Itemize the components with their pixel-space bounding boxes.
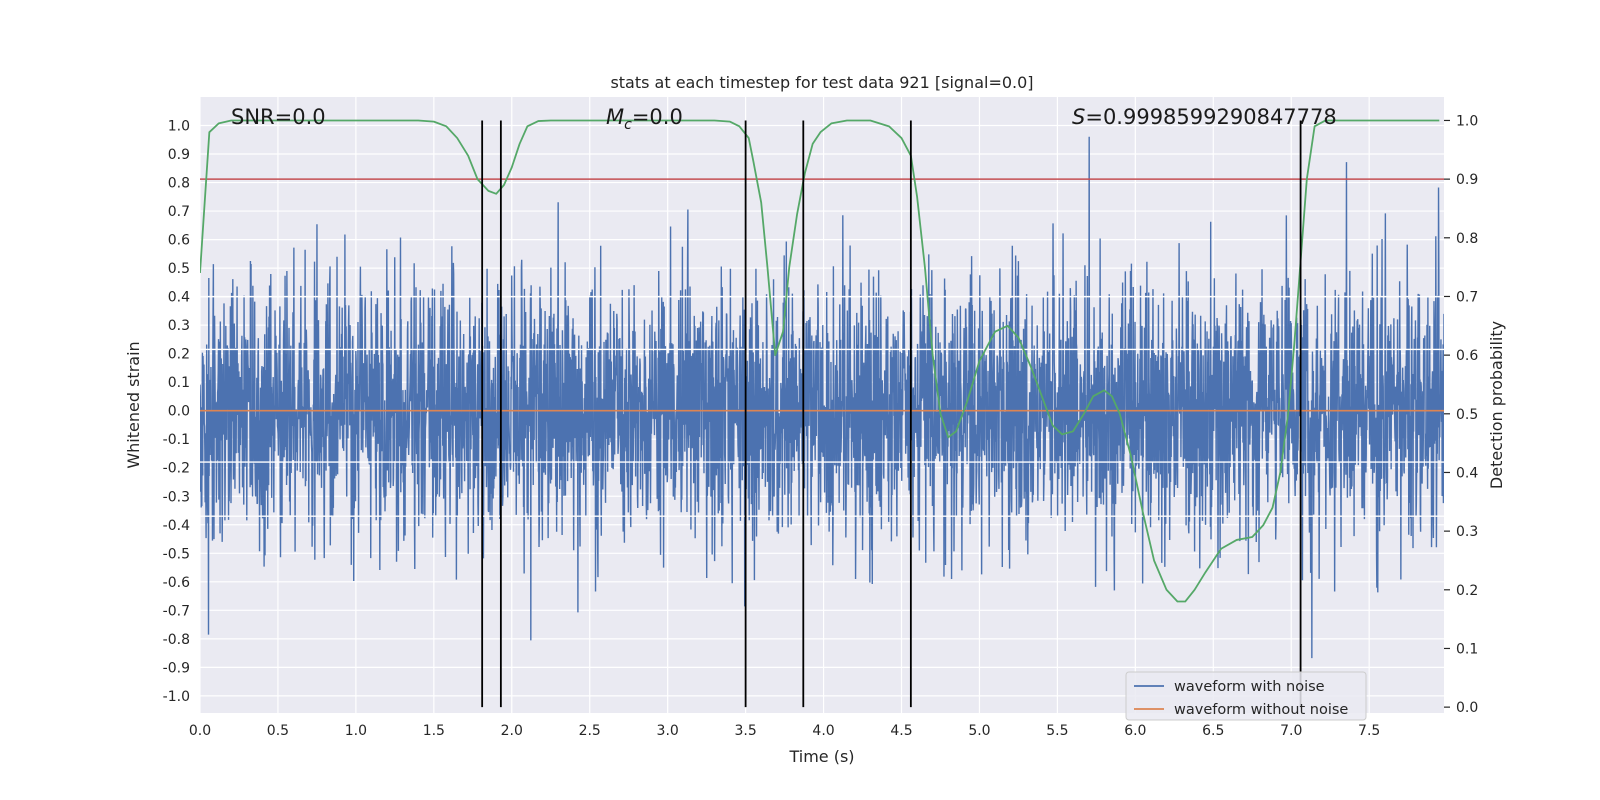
- x-tick-label-5: 2.5: [579, 723, 601, 739]
- x-tick-label-4: 2.0: [501, 723, 523, 739]
- white-band-lines: [200, 295, 1444, 517]
- y-axis-ticks: 1.0 0.9 0.8 0.7 0.6 0.5 0.4 0.3 0.2 0.1 0.0 -0.1 -0.…: [163, 119, 190, 705]
- detection-probability-line: [200, 119, 1440, 603]
- mc-symbol: M: [606, 105, 624, 129]
- y-tick-label-17: -0.7: [163, 603, 190, 619]
- x-tick-label-13: 6.5: [1202, 723, 1224, 739]
- legend-box: [1125, 671, 1367, 721]
- y2-tick-label-5: 0.5: [1456, 407, 1478, 423]
- y-tick-label-15: -0.5: [163, 546, 190, 562]
- x-axis-ticks: 0.0 0.5 1.0 1.5 2.0 2.5 3.0 3.5 4.0 4.5 5.0 5.5 6.0 6…: [189, 723, 1380, 739]
- series-detection-probability: [200, 119, 1440, 603]
- y2-axis-ticks: 1.0 0.9 0.8 0.7 0.6 0.5 0.4 0.3 0.2 0.1 0.0: [1444, 113, 1478, 716]
- x-tick-label-2: 1.0: [345, 723, 367, 739]
- y-tick-label-9: 0.1: [168, 375, 190, 391]
- mc-subscript: c: [624, 117, 632, 133]
- x-tick-label-8: 4.0: [812, 723, 834, 739]
- y2-tick-label-0: 1.0: [1456, 113, 1478, 129]
- legend-label-waveform-without-noise: waveform without noise: [1174, 702, 1348, 718]
- y2-tick-label-8: 0.2: [1456, 583, 1478, 599]
- x-tick-label-9: 4.5: [890, 723, 912, 739]
- y2-axis-title: Detection probability: [1487, 321, 1506, 489]
- y-tick-label-13: -0.3: [163, 489, 190, 505]
- chart-title: stats at each timestep for test data 921…: [610, 73, 1033, 92]
- y2-tick-label-3: 0.7: [1456, 289, 1478, 305]
- waveform-with-noise-line: [200, 136, 1444, 659]
- y-tick-label-10: 0.0: [168, 404, 190, 420]
- mc-annotation: Mc=0.0: [606, 105, 683, 133]
- y-tick-label-0: 1.0: [168, 119, 190, 135]
- y-tick-label-4: 0.6: [168, 233, 190, 249]
- x-tick-label-0: 0.0: [189, 723, 211, 739]
- y2-tick-label-10: 0.0: [1456, 700, 1478, 716]
- y-tick-label-8: 0.2: [168, 347, 190, 363]
- mc-value: =0.0: [632, 105, 683, 129]
- y2-tick-label-4: 0.6: [1456, 348, 1478, 364]
- x-tick-label-7: 3.5: [734, 723, 756, 739]
- y-tick-label-6: 0.4: [168, 290, 190, 306]
- y2-tick-label-2: 0.8: [1456, 231, 1478, 247]
- y-tick-label-5: 0.5: [168, 261, 190, 277]
- y-tick-label-14: -0.4: [163, 518, 190, 534]
- y-tick-label-7: 0.3: [168, 318, 190, 334]
- x-tick-label-12: 6.0: [1124, 723, 1146, 739]
- x-tick-label-6: 3.0: [657, 723, 679, 739]
- y-tick-label-3: 0.7: [168, 204, 190, 220]
- y-tick-label-12: -0.2: [163, 461, 190, 477]
- x-tick-label-15: 7.5: [1358, 723, 1380, 739]
- event-lines: [481, 120, 1302, 708]
- y-tick-label-2: 0.8: [168, 176, 190, 192]
- x-tick-label-1: 0.5: [267, 723, 289, 739]
- legend-label-waveform-with-noise: waveform with noise: [1174, 679, 1325, 695]
- x-tick-label-11: 5.5: [1046, 723, 1068, 739]
- series-waveform-with-noise: [200, 136, 1444, 659]
- y-tick-label-20: -1.0: [163, 689, 190, 705]
- y-tick-label-16: -0.6: [163, 575, 190, 591]
- y2-tick-label-6: 0.4: [1456, 465, 1478, 481]
- y-tick-label-11: -0.1: [163, 432, 190, 448]
- snr-annotation: SNR=0.0: [231, 105, 326, 129]
- x-axis-title: Time (s): [788, 747, 854, 766]
- x-tick-label-3: 1.5: [423, 723, 445, 739]
- legend: waveform with noise waveform without noi…: [1125, 671, 1367, 721]
- y-tick-label-19: -0.9: [163, 660, 190, 676]
- s-value: =0.9998599290847778: [1085, 105, 1336, 129]
- x-tick-label-10: 5.0: [968, 723, 990, 739]
- y-tick-label-1: 0.9: [168, 147, 190, 163]
- y-tick-label-18: -0.8: [163, 632, 190, 648]
- s-symbol: S: [1072, 105, 1085, 129]
- y-axis-title: Whitened strain: [124, 341, 143, 468]
- y2-tick-label-1: 0.9: [1456, 172, 1478, 188]
- x-tick-label-14: 7.0: [1280, 723, 1302, 739]
- y2-tick-label-7: 0.3: [1456, 524, 1478, 540]
- y2-tick-label-9: 0.1: [1456, 641, 1478, 657]
- s-annotation: S=0.9998599290847778: [1072, 105, 1337, 129]
